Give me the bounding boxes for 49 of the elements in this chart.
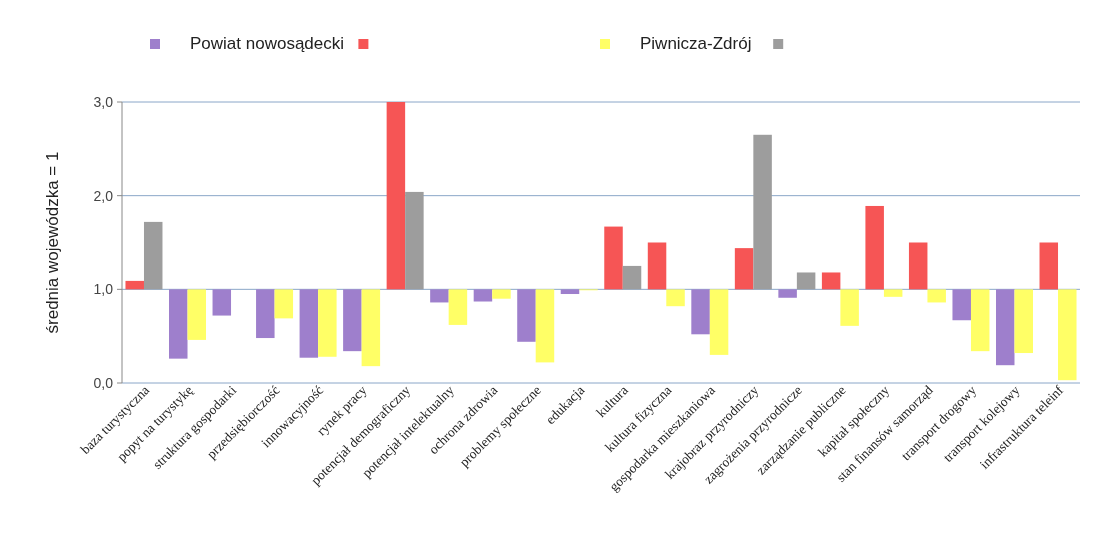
bar <box>361 289 381 367</box>
y-tick-label: 0,0 <box>93 374 114 391</box>
bar <box>405 191 424 290</box>
bar <box>1058 289 1077 381</box>
bar <box>256 289 275 339</box>
bar <box>125 280 144 290</box>
bar <box>952 289 971 321</box>
bar <box>492 289 511 299</box>
bar <box>604 226 623 290</box>
bar <box>840 289 859 326</box>
bar <box>274 289 294 319</box>
bar <box>386 102 406 290</box>
bar <box>299 289 319 358</box>
bar <box>796 272 816 290</box>
bar <box>734 248 754 290</box>
bar <box>970 289 990 352</box>
legend-label: Piwnicza-Zdrój <box>640 34 752 53</box>
bar <box>212 289 232 316</box>
bar <box>318 289 337 357</box>
bar <box>143 221 163 290</box>
bar <box>169 289 188 359</box>
bar <box>666 289 685 307</box>
bar <box>927 289 946 303</box>
bar <box>691 289 710 335</box>
y-tick-label: 1,0 <box>93 281 114 298</box>
bar <box>517 289 536 342</box>
bar <box>560 289 580 295</box>
legend-label: Powiat nowosądecki <box>190 34 345 53</box>
y-tick-label: 2,0 <box>93 187 114 204</box>
bar <box>996 289 1015 366</box>
y-tick-label: 3,0 <box>93 93 114 110</box>
bar <box>187 289 206 340</box>
y-axis-title: średnia wojewódzka = 1 <box>43 151 62 334</box>
bar <box>535 289 555 363</box>
bar <box>778 289 797 298</box>
bar <box>883 289 903 297</box>
bar <box>1014 289 1033 354</box>
bar <box>343 289 362 352</box>
bar <box>473 289 493 302</box>
bar <box>709 289 729 355</box>
bar <box>622 265 642 290</box>
bar <box>430 289 449 303</box>
bar <box>753 134 772 290</box>
bar <box>908 242 928 290</box>
bar <box>821 272 841 290</box>
bar <box>1039 242 1059 290</box>
bar <box>448 289 468 325</box>
bar <box>865 205 884 290</box>
bar <box>647 242 667 290</box>
